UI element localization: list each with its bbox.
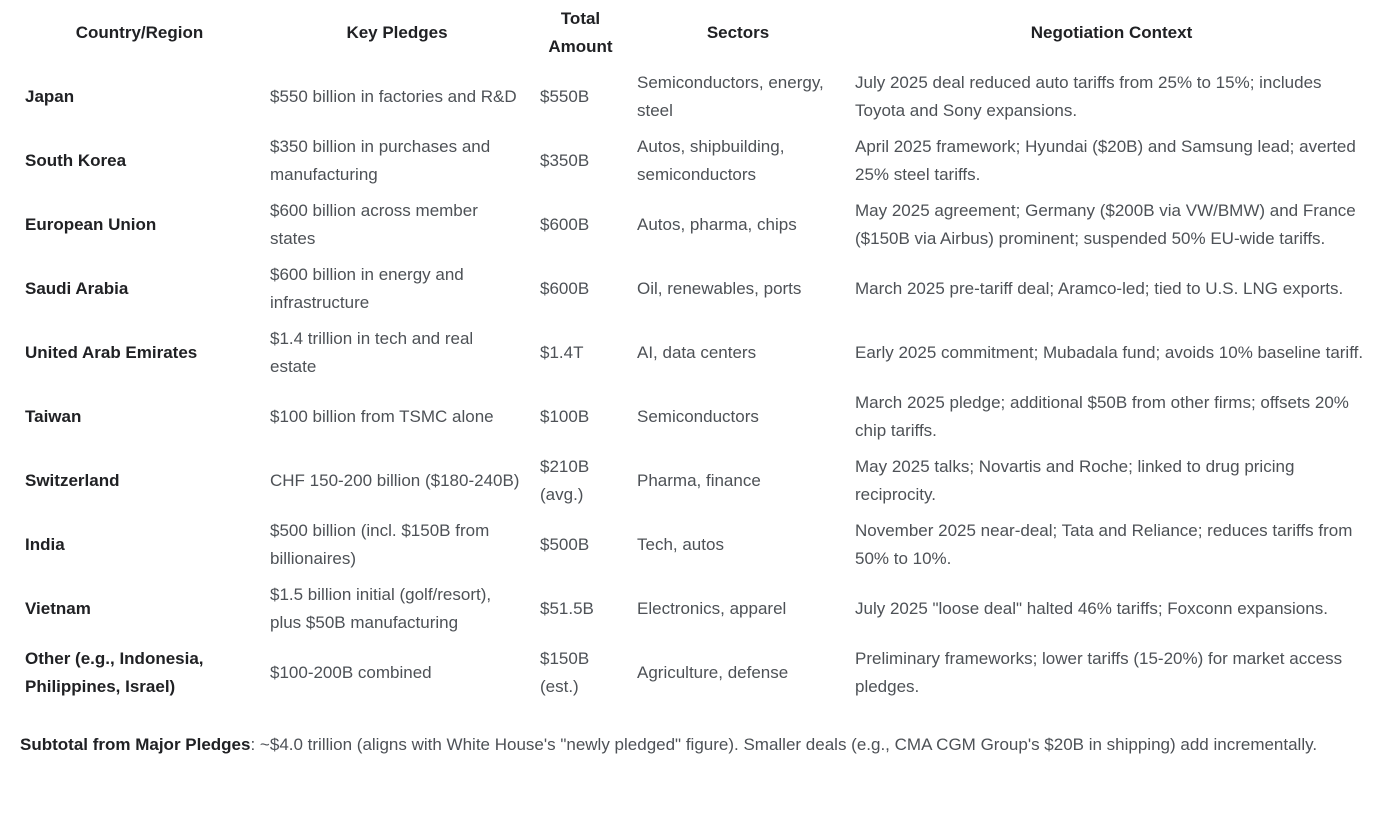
subtotal-note: Subtotal from Major Pledges: ~$4.0 trill… [20, 731, 1375, 759]
table-row: Taiwan $100 billion from TSMC alone $100… [17, 385, 1376, 449]
cell-sectors: Tech, autos [637, 535, 724, 554]
cell-total-amount: $550B [540, 87, 590, 106]
subtotal-note-text: : ~$4.0 trillion (aligns with White Hous… [250, 735, 1318, 754]
cell-key-pledges: $1.5 billion initial (golf/resort), plus… [270, 585, 492, 632]
cell-negotiation-context: May 2025 talks; Novartis and Roche; link… [855, 457, 1295, 504]
table-header-row: Country/Region Key Pledges Total Amount … [17, 1, 1376, 65]
column-header-negotiation-context: Negotiation Context [1030, 23, 1193, 42]
cell-negotiation-context: Early 2025 commitment; Mubadala fund; av… [855, 343, 1364, 362]
table-row: Switzerland CHF 150-200 billion ($180-24… [17, 449, 1376, 513]
table-row: Vietnam $1.5 billion initial (golf/resor… [17, 577, 1376, 641]
cell-total-amount: $1.4T [540, 343, 584, 362]
cell-sectors: Autos, pharma, chips [637, 215, 797, 234]
cell-sectors: Autos, shipbuilding, semiconductors [637, 137, 785, 184]
table-row: United Arab Emirates $1.4 trillion in te… [17, 321, 1376, 385]
cell-sectors: Electronics, apparel [637, 599, 787, 618]
cell-total-amount: $150B (est.) [540, 649, 590, 696]
cell-negotiation-context: March 2025 pre-tariff deal; Aramco-led; … [855, 279, 1344, 298]
cell-total-amount: $500B [540, 535, 590, 554]
cell-key-pledges: $1.4 trillion in tech and real estate [270, 329, 474, 376]
cell-country: Vietnam [25, 599, 91, 618]
table-row: European Union $600 billion across membe… [17, 193, 1376, 257]
cell-sectors: Pharma, finance [637, 471, 761, 490]
cell-country: Japan [25, 87, 75, 106]
table-row: India $500 billion (incl. $150B from bil… [17, 513, 1376, 577]
subtotal-note-label: Subtotal from Major Pledges [20, 735, 251, 754]
cell-country: Taiwan [25, 407, 82, 426]
investment-pledges-page: Country/Region Key Pledges Total Amount … [0, 1, 1393, 759]
column-header-country: Country/Region [75, 23, 204, 42]
cell-total-amount: $600B [540, 279, 590, 298]
cell-key-pledges: $500 billion (incl. $150B from billionai… [270, 521, 490, 568]
cell-country: United Arab Emirates [25, 343, 198, 362]
cell-sectors: AI, data centers [637, 343, 757, 362]
cell-negotiation-context: April 2025 framework; Hyundai ($20B) and… [855, 137, 1356, 184]
cell-negotiation-context: November 2025 near-deal; Tata and Relian… [855, 521, 1353, 568]
table-row: South Korea $350 billion in purchases an… [17, 129, 1376, 193]
cell-country: India [25, 535, 65, 554]
pledges-table: Country/Region Key Pledges Total Amount … [17, 1, 1376, 705]
cell-country: Switzerland [25, 471, 120, 490]
column-header-sectors: Sectors [706, 23, 770, 42]
cell-sectors: Semiconductors, energy, steel [637, 73, 824, 120]
cell-country: Saudi Arabia [25, 279, 129, 298]
cell-total-amount: $600B [540, 215, 590, 234]
cell-negotiation-context: July 2025 "loose deal" halted 46% tariff… [855, 599, 1328, 618]
cell-sectors: Semiconductors [637, 407, 759, 426]
cell-sectors: Oil, renewables, ports [637, 279, 802, 298]
cell-sectors: Agriculture, defense [637, 663, 789, 682]
table-row: Other (e.g., Indonesia, Philippines, Isr… [17, 641, 1376, 705]
table-row: Japan $550 billion in factories and R&D … [17, 65, 1376, 129]
column-header-key-pledges: Key Pledges [346, 23, 448, 42]
cell-key-pledges: CHF 150-200 billion ($180-240B) [270, 471, 520, 490]
cell-negotiation-context: May 2025 agreement; Germany ($200B via V… [855, 201, 1356, 248]
cell-total-amount: $210B (avg.) [540, 457, 590, 504]
cell-key-pledges: $600 billion in energy and infrastructur… [270, 265, 464, 312]
cell-negotiation-context: March 2025 pledge; additional $50B from … [855, 393, 1349, 440]
cell-key-pledges: $350 billion in purchases and manufactur… [270, 137, 491, 184]
table-row: Saudi Arabia $600 billion in energy and … [17, 257, 1376, 321]
cell-total-amount: $100B [540, 407, 590, 426]
cell-key-pledges: $550 billion in factories and R&D [270, 87, 517, 106]
cell-key-pledges: $600 billion across member states [270, 201, 478, 248]
cell-country: Other (e.g., Indonesia, Philippines, Isr… [25, 649, 204, 696]
cell-negotiation-context: Preliminary frameworks; lower tariffs (1… [855, 649, 1343, 696]
cell-country: European Union [25, 215, 157, 234]
cell-total-amount: $350B [540, 151, 590, 170]
cell-total-amount: $51.5B [540, 599, 594, 618]
cell-key-pledges: $100-200B combined [270, 663, 432, 682]
cell-negotiation-context: July 2025 deal reduced auto tariffs from… [855, 73, 1322, 120]
column-header-total-amount: Total Amount [548, 9, 613, 56]
cell-key-pledges: $100 billion from TSMC alone [270, 407, 494, 426]
cell-country: South Korea [25, 151, 127, 170]
